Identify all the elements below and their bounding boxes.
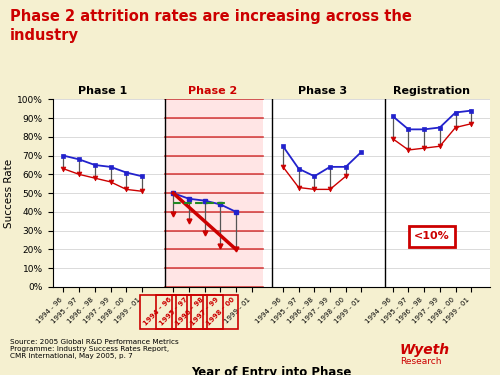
Text: industry: industry [10, 28, 79, 43]
Text: <10%: <10% [414, 231, 450, 241]
Bar [166, 99, 262, 287]
Text: Phase 2: Phase 2 [188, 86, 237, 96]
Text: Phase 2 attrition rates are increasing across the: Phase 2 attrition rates are increasing a… [10, 9, 412, 24]
Text: Phase 3: Phase 3 [298, 86, 347, 96]
Text: Registration: Registration [394, 86, 470, 96]
Y-axis label: Success Rate: Success Rate [4, 159, 14, 228]
Text: Phase 1: Phase 1 [78, 86, 128, 96]
Text: Source: 2005 Global R&D Performance Metrics
Programme: Industry Success Rates Re: Source: 2005 Global R&D Performance Metr… [10, 339, 179, 359]
X-axis label: Year of Entry into Phase: Year of Entry into Phase [191, 366, 352, 375]
Text: Research: Research [400, 357, 442, 366]
Text: Wyeth: Wyeth [400, 343, 450, 357]
